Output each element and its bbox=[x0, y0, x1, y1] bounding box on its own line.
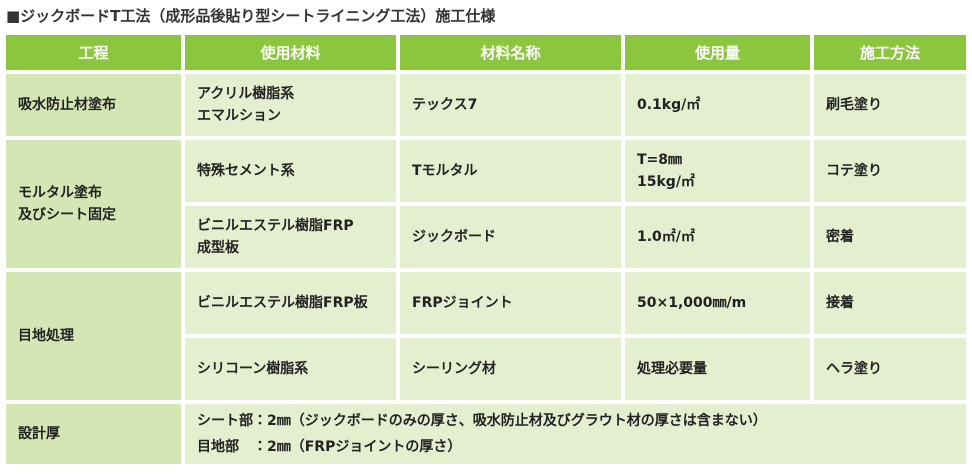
header-cell: 使用材料 bbox=[185, 35, 396, 70]
cell: ヘラ塗り bbox=[814, 338, 966, 400]
cell: 接着 bbox=[814, 272, 966, 334]
row: 吸水防止材塗布 アクリル樹脂系 エマルション テックス7 0.1kg/㎡ 刷毛塗… bbox=[6, 74, 966, 136]
cell: シリコーン樹脂系 bbox=[185, 338, 396, 400]
cell: 50×1,000㎜/m bbox=[625, 272, 810, 334]
row: 設計厚 シート部：2㎜（ジックボードのみの厚さ、吸水防止材及びグラウト材の厚さは… bbox=[6, 404, 966, 464]
cell: FRPジョイント bbox=[400, 272, 621, 334]
cell: 0.1kg/㎡ bbox=[625, 74, 810, 136]
cell: シーリング材 bbox=[400, 338, 621, 400]
cell: ビニルエステル樹脂FRP 成型板 bbox=[185, 206, 396, 268]
thickness-cell: シート部：2㎜（ジックボードのみの厚さ、吸水防止材及びグラウト材の厚さは含まない… bbox=[185, 404, 966, 464]
header-row: 工程 使用材料 材料名称 使用量 施工方法 bbox=[6, 35, 966, 70]
cell: テックス7 bbox=[400, 74, 621, 136]
process-cell: モルタル塗布 及びシート固定 bbox=[6, 140, 181, 268]
cell: 処理必要量 bbox=[625, 338, 810, 400]
cell: Tモルタル bbox=[400, 140, 621, 202]
row: モルタル塗布 及びシート固定 特殊セメント系 Tモルタル T=8㎜ 15kg/㎡… bbox=[6, 140, 966, 268]
header-cell: 工程 bbox=[6, 35, 181, 70]
process-cell: 目地処理 bbox=[6, 272, 181, 400]
cell: 特殊セメント系 bbox=[185, 140, 396, 202]
spec-table-wrap: 工程 使用材料 材料名称 使用量 施工方法 吸水防止材塗布 アクリル樹脂系 エマ… bbox=[2, 31, 970, 468]
cell: ジックボード bbox=[400, 206, 621, 268]
header-cell: 材料名称 bbox=[400, 35, 621, 70]
cell: ビニルエステル樹脂FRP板 bbox=[185, 272, 396, 334]
cell: アクリル樹脂系 エマルション bbox=[185, 74, 396, 136]
process-cell: 吸水防止材塗布 bbox=[6, 74, 181, 136]
cell: T=8㎜ 15kg/㎡ bbox=[625, 140, 810, 202]
title: ■ジックボードT工法（成形品後貼り型シートライニング工法）施工仕様 bbox=[6, 7, 496, 25]
process-cell: 設計厚 bbox=[6, 404, 181, 464]
cell: 1.0㎡/㎡ bbox=[625, 206, 810, 268]
header-cell: 施工方法 bbox=[814, 35, 966, 70]
row: 目地処理 ビニルエステル樹脂FRP板 FRPジョイント 50×1,000㎜/m … bbox=[6, 272, 966, 400]
row: シリコーン樹脂系 シーリング材 処理必要量 ヘラ塗り bbox=[6, 338, 966, 400]
cell: 密着 bbox=[814, 206, 966, 268]
cell: コテ塗り bbox=[814, 140, 966, 202]
spec-table: 工程 使用材料 材料名称 使用量 施工方法 吸水防止材塗布 アクリル樹脂系 エマ… bbox=[2, 31, 970, 468]
cell: 刷毛塗り bbox=[814, 74, 966, 136]
header-cell: 使用量 bbox=[625, 35, 810, 70]
row: ビニルエステル樹脂FRP 成型板 ジックボード 1.0㎡/㎡ 密着 bbox=[6, 206, 966, 268]
